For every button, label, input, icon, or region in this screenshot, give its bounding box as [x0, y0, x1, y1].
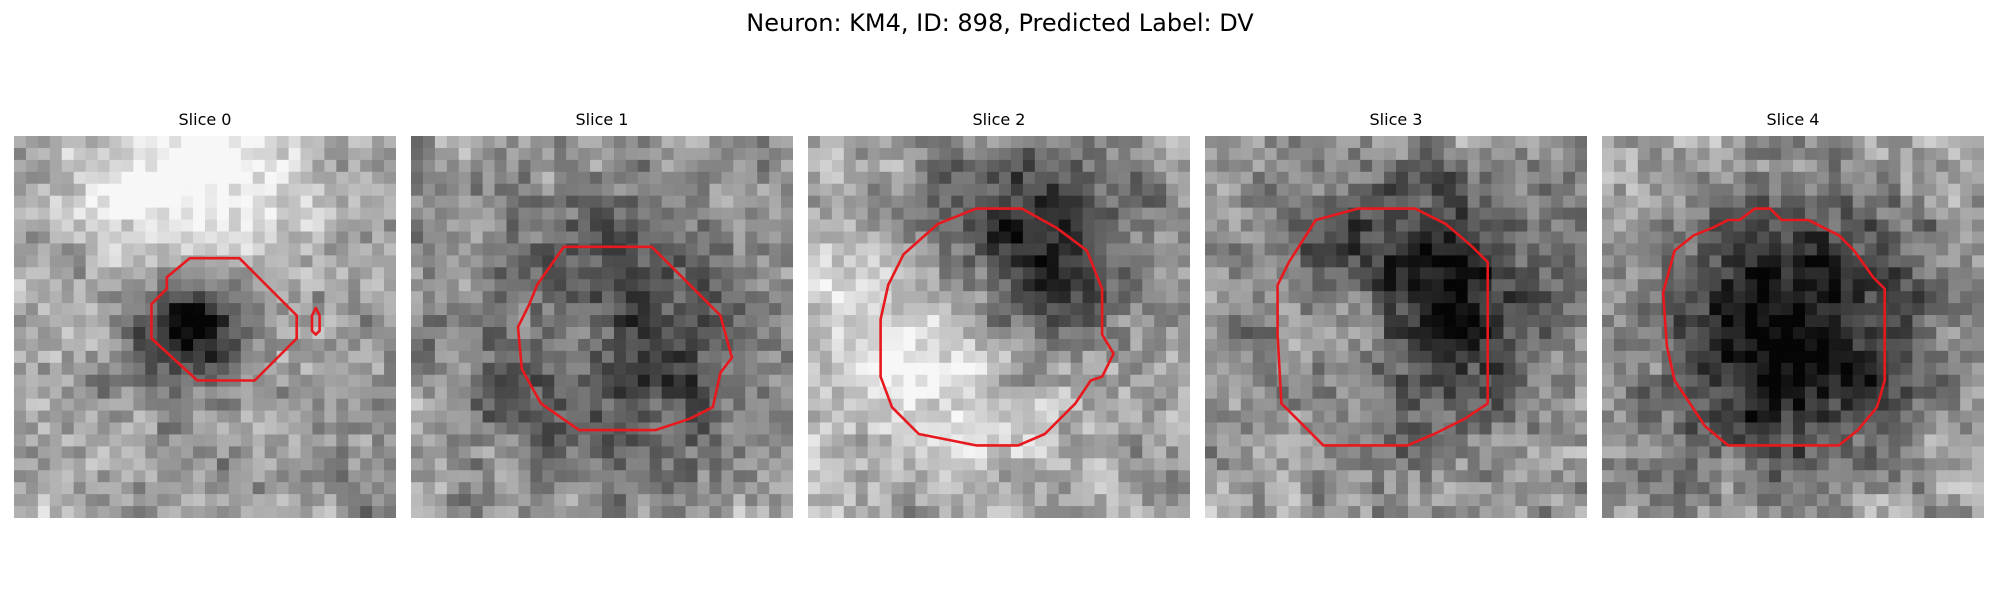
- slice-image: [411, 136, 793, 518]
- figure-title: Neuron: KM4, ID: 898, Predicted Label: D…: [746, 9, 1254, 37]
- pixel-grid: [808, 136, 1190, 518]
- slice-panel-3: Slice 3: [1205, 110, 1587, 518]
- slice-image: [14, 136, 396, 518]
- segmentation-contour: [1661, 207, 1887, 447]
- slice-panel-4: Slice 4: [1602, 110, 1984, 518]
- slice-title: Slice 3: [1369, 110, 1423, 129]
- pixel-grid: [411, 136, 793, 518]
- segmentation-contour: [1276, 207, 1490, 447]
- slice-panel-1: Slice 1: [411, 110, 793, 518]
- slice-panel-0: Slice 0: [14, 110, 396, 518]
- pixel-grid: [1205, 136, 1587, 518]
- slice-image: [1602, 136, 1984, 518]
- slice-panel-2: Slice 2: [808, 110, 1190, 518]
- segmentation-contour: [310, 306, 321, 336]
- segmentation-contour: [516, 245, 734, 432]
- slice-title: Slice 2: [972, 110, 1026, 129]
- slice-title: Slice 4: [1766, 110, 1820, 129]
- segmentation-contour: [879, 207, 1115, 447]
- segmentation-contour: [150, 256, 299, 382]
- slice-title: Slice 0: [178, 110, 232, 129]
- pixel-grid: [1602, 136, 1984, 518]
- slice-image: [1205, 136, 1587, 518]
- slice-image: [808, 136, 1190, 518]
- slice-title: Slice 1: [575, 110, 629, 129]
- pixel-grid: [14, 136, 396, 518]
